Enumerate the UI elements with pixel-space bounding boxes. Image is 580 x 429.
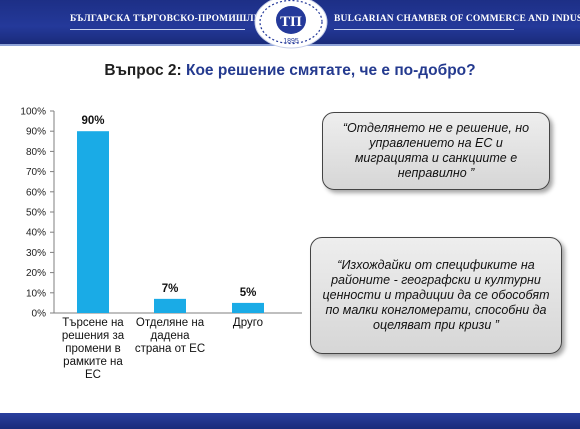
banner-rule-right xyxy=(334,29,514,30)
y-tick-label: 10% xyxy=(26,288,46,299)
footer-bar xyxy=(0,413,580,429)
x-tick-label-1: Търсене на решения за промени в рамките на Е… xyxy=(48,317,138,382)
data-label-1: 90% xyxy=(81,115,104,127)
y-tick-label: 30% xyxy=(26,248,46,259)
logo-monogram: ТП xyxy=(280,14,302,30)
x-tick-label-line: дадена xyxy=(150,330,190,342)
question-text: Кое решение смятате, че е по-добро? xyxy=(186,62,476,79)
y-tick-label: 60% xyxy=(26,187,46,198)
banner-rule-left xyxy=(70,29,245,30)
x-tick-label-line: страна от ЕС xyxy=(134,343,206,355)
x-tick-label-line: решения за xyxy=(61,330,125,342)
quote-text-2: “Изхождайки от спецификите на районите -… xyxy=(322,258,550,332)
y-tick-label: 100% xyxy=(20,107,46,118)
y-tick-label: 50% xyxy=(26,208,46,219)
x-tick-label-line: Търсене на xyxy=(62,317,124,329)
header-banner: БЪЛГАРСКА ТЪРГОВСКО-ПРОМИШЛЕНА ПАЛАТА BU… xyxy=(0,0,580,49)
quote-text-1: “Отделянето не е решение, но управлениет… xyxy=(342,121,530,180)
x-tick-label-line: Отделяне на xyxy=(135,317,205,329)
bar-1 xyxy=(77,131,109,313)
quote-callout-2: “Изхождайки от спецификите на районите -… xyxy=(310,237,562,354)
y-tick-label: 70% xyxy=(26,167,46,178)
quote-callout-1: “Отделянето не е решение, но управлениет… xyxy=(322,112,550,190)
x-tick-label-line: ЕС xyxy=(85,369,101,381)
chamber-name-bg: БЪЛГАРСКА ТЪРГОВСКО-ПРОМИШЛЕНА ПАЛАТА xyxy=(70,14,319,24)
bar-3 xyxy=(232,302,264,313)
data-label-3: 5% xyxy=(240,287,257,299)
bar-2 xyxy=(154,298,186,313)
y-tick-label: 0% xyxy=(32,309,47,320)
question-number: Въпрос 2: xyxy=(104,62,186,79)
y-tick-label: 90% xyxy=(26,127,46,138)
chamber-logo-icon: ТП 1895 xyxy=(254,0,328,49)
logo-year: 1895 xyxy=(283,38,299,45)
y-tick-label: 40% xyxy=(26,228,46,239)
data-label-2: 7% xyxy=(162,283,179,295)
question-title: Въпрос 2: Кое решение смятате, че е по-д… xyxy=(40,62,540,80)
x-tick-label-line: промени в xyxy=(65,343,121,355)
x-tick-label-line: рамките на xyxy=(63,356,123,368)
bar-chart: 0% 10% 20% 30% 40% 50% 60% 70% 80% 90% 100% 90% 7% 5% xyxy=(20,107,302,320)
y-tick-label: 80% xyxy=(26,147,46,158)
chamber-name-en: BULGARIAN CHAMBER OF COMMERCE AND INDUST… xyxy=(334,14,580,24)
x-tick-label-2: Отделяне на дадена страна от ЕС xyxy=(125,317,215,356)
x-tick-label-3: Друго xyxy=(203,317,293,330)
x-tick-label-line: Друго xyxy=(232,317,264,329)
y-tick-label: 20% xyxy=(26,268,46,279)
